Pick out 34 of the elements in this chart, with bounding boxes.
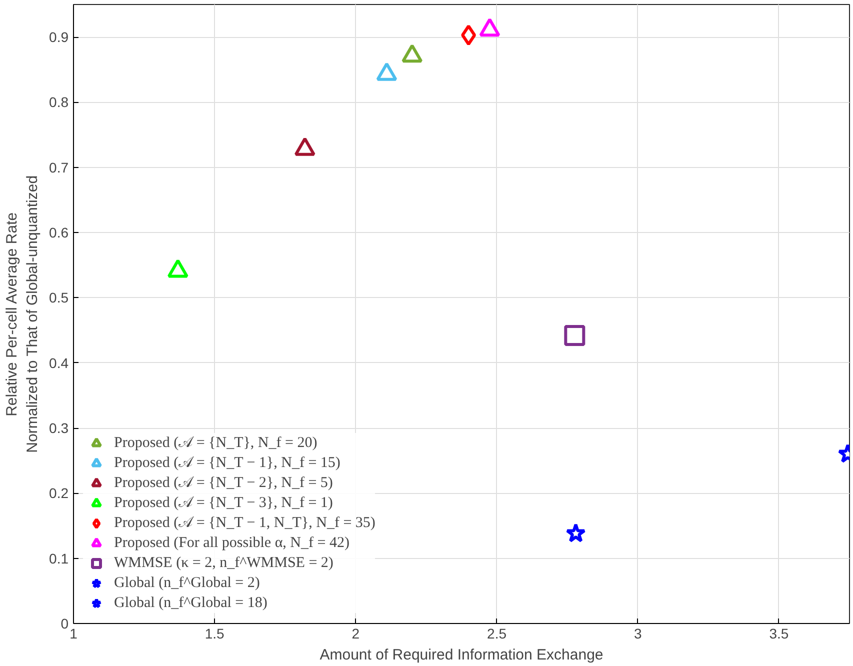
y-tick-label: 0.2 [49, 485, 69, 502]
y-tick-label: 0.5 [49, 290, 69, 306]
point [402, 44, 423, 63]
legend-label: Proposed (𝒜 = {N_T − 3}, N_f = 1) [114, 494, 333, 512]
point [294, 137, 316, 156]
x-tick-label: 3 [634, 626, 642, 642]
y-tick-label: 0.1 [49, 550, 69, 566]
point [479, 18, 500, 37]
x-tick-label: 2.5 [487, 626, 507, 642]
legend-label: Global (n_f^Global = 2) [114, 574, 260, 592]
legend-label: Proposed (𝒜 = {N_T}, N_f = 20) [114, 434, 318, 452]
y-tick-label: 0.7 [49, 159, 69, 176]
point [566, 523, 586, 542]
legend-label: Proposed (𝒜 = {N_T − 2}, N_f = 5) [114, 474, 333, 492]
point [564, 325, 586, 346]
x-axis-title: Amount of Required Information Exchange [320, 646, 604, 664]
x-tick-label: 3.5 [769, 626, 789, 642]
legend-label: WMMSE (κ = 2, n_f^WMMSE = 2) [114, 554, 334, 572]
y-tick-label: 0 [60, 616, 69, 632]
y-tick-label: 0.6 [49, 224, 69, 241]
y-axis-title: Relative Per-cell Average Rate Normalized to That of Global-unquantized [4, 175, 42, 453]
x-tick-label: 1.5 [204, 626, 225, 642]
y-tick-label: 0.8 [49, 94, 69, 110]
legend-label: Proposed (For all possible α, N_f = 42) [114, 534, 350, 552]
point [376, 62, 398, 81]
point [167, 259, 188, 278]
legend-label: Global (n_f^Global = 18) [114, 594, 268, 612]
x-tick-label: 1 [70, 626, 78, 642]
y-tick-label: 0.4 [49, 354, 69, 371]
legend-label: Proposed (𝒜 = {N_T − 1}, N_f = 15) [114, 454, 340, 472]
legend-label: Proposed (𝒜 = {N_T − 1, N_T}, N_f = 35) [114, 514, 376, 532]
x-tick-label: 2 [352, 626, 360, 642]
y-tick-label: 0.3 [49, 420, 69, 436]
y-tick-label: 0.9 [49, 29, 69, 46]
